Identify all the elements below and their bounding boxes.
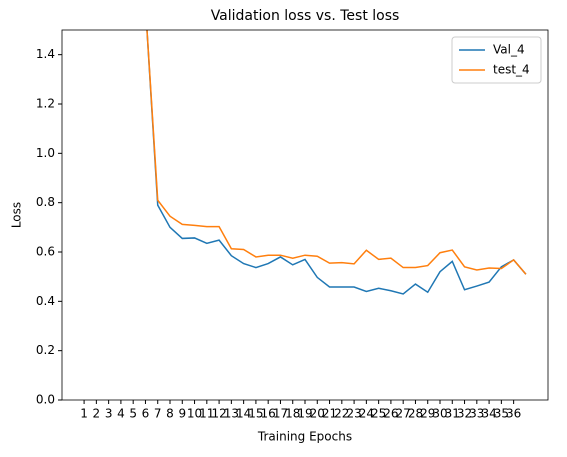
x-tick-label: 23 bbox=[346, 407, 361, 421]
x-tick-label: 8 bbox=[166, 407, 174, 421]
y-axis-label: Loss bbox=[10, 202, 24, 228]
x-tick-label: 19 bbox=[297, 407, 312, 421]
x-tick-label: 30 bbox=[432, 407, 447, 421]
x-tick-label: 2 bbox=[93, 407, 101, 421]
x-tick-label: 13 bbox=[224, 407, 239, 421]
legend-label: Val_4 bbox=[493, 43, 525, 57]
x-tick-label: 24 bbox=[359, 407, 374, 421]
x-tick-label: 16 bbox=[261, 407, 276, 421]
x-tick-label: 4 bbox=[117, 407, 125, 421]
y-tick-label: 0.0 bbox=[36, 393, 55, 407]
legend bbox=[451, 36, 542, 84]
x-tick-label: 21 bbox=[322, 407, 337, 421]
y-tick-label: 0.4 bbox=[36, 294, 55, 308]
x-tick-label: 29 bbox=[420, 407, 435, 421]
x-tick-label: 9 bbox=[178, 407, 186, 421]
lines bbox=[146, 30, 527, 295]
x-tick-label: 6 bbox=[142, 407, 150, 421]
x-tick-label: 18 bbox=[285, 407, 300, 421]
series-line bbox=[146, 30, 527, 275]
y-tick-label: 0.8 bbox=[36, 195, 55, 209]
x-tick-label: 25 bbox=[371, 407, 386, 421]
series-line bbox=[146, 30, 527, 295]
axes-frame bbox=[61, 29, 549, 401]
x-tick-label: 15 bbox=[248, 407, 263, 421]
x-tick-label: 1 bbox=[80, 407, 88, 421]
x-tick-label: 3 bbox=[105, 407, 113, 421]
y-tick-label: 0.2 bbox=[36, 343, 55, 357]
y-tick-label: 0.6 bbox=[36, 245, 55, 259]
y-tick-label: 1.2 bbox=[36, 97, 55, 111]
plot-area bbox=[62, 30, 548, 400]
x-tick-label: 20 bbox=[310, 407, 325, 421]
x-tick-label: 7 bbox=[154, 407, 162, 421]
x-tick-label: 11 bbox=[199, 407, 214, 421]
x-tick-label: 32 bbox=[457, 407, 472, 421]
x-tick-label: 5 bbox=[129, 407, 137, 421]
x-tick-label: 14 bbox=[236, 407, 251, 421]
x-tick-label: 17 bbox=[273, 407, 288, 421]
x-tick-label: 22 bbox=[334, 407, 349, 421]
x-tick-label: 35 bbox=[494, 407, 509, 421]
x-axis-label: Training Epochs bbox=[257, 430, 352, 444]
y-tick-label: 1.4 bbox=[36, 47, 55, 61]
legend-label: test_4 bbox=[493, 63, 530, 77]
x-tick-label: 33 bbox=[469, 407, 484, 421]
y-tick-label: 1.0 bbox=[36, 146, 55, 160]
x-tick-label: 10 bbox=[187, 407, 202, 421]
x-tick-label: 36 bbox=[506, 407, 521, 421]
chart-title: Validation loss vs. Test loss bbox=[211, 8, 400, 24]
x-tick-label: 28 bbox=[408, 407, 423, 421]
x-tick-label: 34 bbox=[481, 407, 496, 421]
x-tick-label: 31 bbox=[445, 407, 460, 421]
x-tick-label: 26 bbox=[383, 407, 398, 421]
x-tick-label: 12 bbox=[211, 407, 226, 421]
x-tick-label: 27 bbox=[396, 407, 411, 421]
